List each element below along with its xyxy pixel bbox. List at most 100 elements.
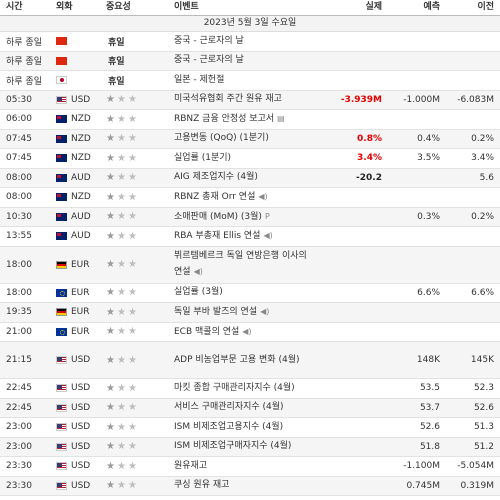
event-name[interactable]: RBNZ 총재 Orr 연설 ◀) (174, 192, 268, 203)
importance-cell: ★ ★ ★ (106, 307, 174, 318)
star-icon: ★ (127, 133, 137, 145)
flag-us-icon (56, 462, 67, 471)
importance-cell: ★ ★ ★ (106, 153, 174, 164)
table-row[interactable]: 07:45 NZD ★ ★ ★ 실업률 (1분기) 3.4% 3.5% 3.4% (0, 149, 500, 169)
importance-cell: ★ ★ ★ (106, 480, 174, 491)
event-name[interactable]: 독일 부바 발즈의 연설 ◀) (174, 307, 270, 318)
event-name[interactable]: 중국 - 근로자의 날 (174, 35, 244, 46)
currency-code: USD (71, 422, 91, 433)
event-name[interactable]: 일본 - 제헌절 (174, 74, 225, 85)
table-row[interactable]: 13:55 AUD ★ ★ ★ RBA 부총재 Ellis 연설 ◀) (0, 227, 500, 247)
event-name[interactable]: ISM 비제조업구매자지수 (4월) (174, 441, 292, 452)
table-row[interactable]: 07:45 NZD ★ ★ ★ 고용변동 (QoQ) (1분기) 0.8% 0.4% 0.2% (0, 129, 500, 149)
event-name[interactable]: ECB 맥콜의 연설 ◀) (174, 326, 252, 337)
table-row[interactable]: 21:00 EUR ★ ★ ★ ECB 맥콜의 연설 ◀) (0, 323, 500, 342)
forecast-value: 0.3% (417, 211, 440, 222)
currency-cell: USD (56, 383, 106, 393)
table-row[interactable]: 23:00 USD ★ ★ ★ ISM 비제조업고용지수 (4월) 52.6 51.3 (0, 418, 500, 438)
header-forecast[interactable]: 예측 (423, 2, 440, 12)
table-row[interactable]: 08:00 NZD ★ ★ ★ RBNZ 총재 Orr 연설 ◀) (0, 188, 500, 208)
event-name[interactable]: 실업률 (3월) (174, 287, 223, 298)
forecast-value: -1.000M (403, 94, 440, 105)
star-icon: ★ (116, 287, 126, 299)
flag-de-icon (56, 308, 67, 317)
event-name[interactable]: ISM 비제조업고용지수 (4월) (174, 421, 284, 432)
star-icon: ★ (116, 460, 126, 472)
previous-value: 0.319M (460, 480, 494, 491)
event-name[interactable]: 서비스 구매관리자지수 (4월) (174, 402, 284, 413)
header-currency[interactable]: 외화 (56, 2, 73, 12)
event-time: 21:15 (6, 355, 32, 365)
header-event[interactable]: 이벤트 (174, 2, 199, 12)
star-icon: ★ (127, 421, 137, 433)
forecast-value: 53.7 (419, 402, 440, 413)
forecast-value: 0.745M (406, 480, 440, 491)
star-icon: ★ (106, 94, 115, 106)
forecast-value: 3.5% (417, 153, 440, 164)
currency-cell: USD (56, 95, 106, 105)
header-importance[interactable]: 중요성 (106, 2, 131, 12)
event-name[interactable]: 미국석유협회 주간 원유 재고 (174, 94, 282, 105)
event-name[interactable]: RBA 부총재 Ellis 연설 ◀) (174, 231, 273, 242)
event-name[interactable]: ADP 비농업부문 고용 변화 (4월) (174, 354, 300, 365)
table-row[interactable]: 06:00 NZD ★ ★ ★ RBNZ 금융 안정성 보고서 ▤ (0, 110, 500, 130)
table-row[interactable]: 21:15 USD ★ ★ ★ ADP 비농업부문 고용 변화 (4월) 148K 145K (0, 342, 500, 379)
table-row[interactable]: 23:30 USD ★ ★ ★ 원유재고 -1.100M -5.054M (0, 457, 500, 477)
table-row[interactable]: 22:45 USD ★ ★ ★ 마킷 종합 구매관리자지수 (4월) 53.5 52.3 (0, 379, 500, 399)
table-row[interactable]: 하루 종일 휴일 중국 - 근로자의 날 (0, 32, 500, 52)
event-name[interactable]: 뷔르템베르크 독일 연방은행 이사의 연설 ◀) (174, 251, 307, 277)
event-name[interactable]: 마킷 종합 구매관리자지수 (4월) (174, 382, 295, 393)
star-icon: ★ (127, 211, 137, 223)
event-time: 하루 종일 (6, 37, 42, 48)
previous-value: 52.3 (473, 383, 494, 394)
event-name[interactable]: 쿠싱 원유 재고 (174, 480, 230, 491)
header-actual[interactable]: 실제 (365, 2, 382, 12)
table-row[interactable]: 05:30 USD ★ ★ ★ 미국석유협회 주간 원유 재고 -3.939M -1.000M… (0, 90, 500, 110)
table-row[interactable]: 하루 종일 휴일 중국 - 근로자의 날 (0, 51, 500, 71)
header-previous[interactable]: 이전 (477, 2, 494, 12)
event-name[interactable]: 소매판매 (MoM) (3월) P (174, 211, 270, 222)
table-row[interactable]: 08:00 AUD ★ ★ ★ AIG 제조업지수 (4월) -20.2 5.6 (0, 168, 500, 188)
star-icon: ★ (106, 287, 115, 299)
holiday-label: 휴일 (108, 76, 125, 87)
currency-cell: NZD (56, 134, 106, 144)
actual-value: 0.8% (357, 133, 382, 144)
star-icon: ★ (116, 306, 126, 318)
table-row[interactable]: 10:30 AUD ★ ★ ★ 소매판매 (MoM) (3월) P 0.3% 0.2% (0, 207, 500, 227)
table-row[interactable]: 18:00 EUR ★ ★ ★ 실업률 (3월) 6.6% 6.6% (0, 284, 500, 303)
star-icon: ★ (116, 211, 126, 223)
table-row[interactable]: 23:00 USD ★ ★ ★ ISM 비제조업구매자지수 (4월) 51.8 51.2 (0, 437, 500, 457)
event-name[interactable]: 실업률 (1분기) (174, 152, 232, 163)
star-icon: ★ (106, 152, 115, 164)
event-name[interactable]: RBNZ 금융 안정성 보고서 ▤ (174, 114, 285, 125)
star-icon: ★ (127, 152, 137, 164)
importance-cell: 휴일 (106, 54, 174, 67)
event-name[interactable]: AIG 제조업지수 (4월) (174, 172, 258, 183)
forecast-value: 52.6 (419, 422, 440, 433)
event-name[interactable]: 중국 - 근로자의 날 (174, 55, 244, 66)
star-icon: ★ (116, 382, 126, 394)
currency-code: NZD (71, 153, 91, 164)
table-row[interactable]: 19:35 EUR ★ ★ ★ 독일 부바 발즈의 연설 ◀) (0, 303, 500, 323)
importance-cell: ★ ★ ★ (106, 259, 174, 270)
importance-cell: 휴일 (106, 35, 174, 48)
currency-cell: USD (56, 481, 106, 491)
currency-code: EUR (71, 307, 90, 318)
table-row[interactable]: 하루 종일 휴일 일본 - 제헌절 (0, 71, 500, 91)
event-name[interactable]: 원유재고 (174, 460, 208, 471)
star-icon: ★ (106, 230, 115, 242)
table-row[interactable]: 18:00 EUR ★ ★ ★ 뷔르템베르크 독일 연방은행 이사의 연설 ◀) (0, 246, 500, 284)
currency-code: USD (71, 94, 91, 105)
currency-cell (56, 76, 106, 85)
star-icon: ★ (106, 402, 115, 414)
table-row[interactable]: 22:45 USD ★ ★ ★ 서비스 구매관리자지수 (4월) 53.7 52.6 (0, 398, 500, 418)
currency-cell (56, 56, 106, 65)
currency-cell: USD (56, 422, 106, 432)
event-name[interactable]: 고용변동 (QoQ) (1분기) (174, 133, 269, 144)
table-row[interactable]: 23:30 USD ★ ★ ★ 쿠싱 원유 재고 0.745M 0.319M (0, 476, 500, 496)
star-icon: ★ (116, 94, 126, 106)
event-time: 08:00 (6, 172, 32, 183)
header-time[interactable]: 시간 (6, 2, 23, 12)
event-time: 13:55 (6, 231, 32, 242)
flag-us-icon (56, 423, 67, 432)
